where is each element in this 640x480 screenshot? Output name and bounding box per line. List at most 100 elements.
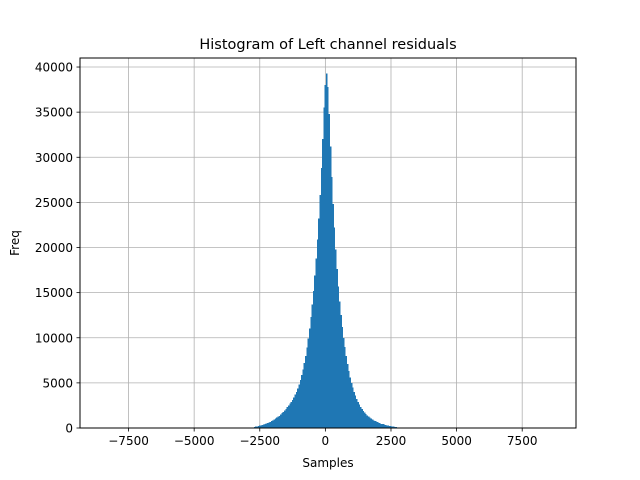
chart-title: Histogram of Left channel residuals xyxy=(199,37,456,53)
histogram-bar xyxy=(308,328,311,428)
histogram-bar xyxy=(335,249,337,428)
histogram-bar xyxy=(299,380,302,428)
histogram-bar xyxy=(385,424,387,428)
histogram-bar xyxy=(318,218,320,428)
histogram-bar xyxy=(289,403,291,428)
histogram-bar xyxy=(261,424,264,428)
histogram-bar xyxy=(276,417,278,428)
histogram-bar xyxy=(373,420,375,428)
histogram-bar xyxy=(293,397,295,428)
histogram-bar xyxy=(343,337,345,428)
histogram-bar xyxy=(361,409,363,428)
histogram-bar xyxy=(350,382,353,428)
histogram-bar xyxy=(298,384,300,428)
histogram-bar xyxy=(322,139,324,428)
x-tick-label: 0 xyxy=(322,434,330,448)
histogram-bar xyxy=(329,146,332,428)
histogram-bar xyxy=(273,419,275,428)
histogram-bar xyxy=(290,401,292,428)
histogram-bar xyxy=(349,377,351,428)
histogram-bar xyxy=(371,419,374,428)
histogram-bar xyxy=(263,424,265,428)
histogram-bar xyxy=(264,423,266,428)
histogram-bar xyxy=(389,425,391,428)
plot-frame xyxy=(79,57,577,429)
histogram-bar xyxy=(383,424,386,428)
histogram-bar xyxy=(256,426,258,428)
histogram-bar xyxy=(259,425,261,428)
histogram-bar xyxy=(265,423,267,428)
histogram-bar xyxy=(260,425,262,428)
histogram-bar xyxy=(270,421,273,428)
x-tick-label: −2500 xyxy=(239,434,280,448)
histogram-bar xyxy=(340,315,342,428)
histogram-bar xyxy=(364,412,366,428)
y-tick-label: 20000 xyxy=(35,241,73,255)
histogram-bar xyxy=(379,423,382,428)
histogram-bar xyxy=(277,416,279,428)
x-axis-ticks: −7500 −5000 −2500 0 2500 5000 7500 xyxy=(108,428,537,448)
x-axis-label: Samples xyxy=(302,456,353,470)
histogram-bar xyxy=(323,107,325,428)
histogram-bar xyxy=(272,420,274,428)
histogram-bar xyxy=(286,407,288,428)
x-tick-label: −7500 xyxy=(108,434,149,448)
histogram-bar xyxy=(370,418,372,428)
histogram-bar xyxy=(319,195,321,428)
histogram-bar xyxy=(347,363,349,428)
histogram-bars xyxy=(253,73,399,428)
histogram-bar xyxy=(312,290,315,428)
y-tick-label: 35000 xyxy=(35,106,73,120)
histogram-bar xyxy=(285,409,287,428)
histogram-bar xyxy=(316,239,319,428)
histogram-bar xyxy=(348,371,350,428)
histogram-bar xyxy=(295,391,298,428)
x-tick-label: 7500 xyxy=(507,434,538,448)
histogram-bar xyxy=(287,405,290,428)
histogram-bar xyxy=(281,413,283,428)
histogram-bar xyxy=(365,414,367,428)
histogram-bar xyxy=(310,317,312,428)
histogram-bar xyxy=(366,415,369,428)
histogram-bar xyxy=(358,404,361,428)
histogram-bar xyxy=(291,400,294,428)
histogram-bar xyxy=(377,422,379,428)
histogram-bar xyxy=(332,204,334,428)
histogram-bar xyxy=(344,346,346,428)
histogram-bar xyxy=(315,258,317,428)
histogram-bar xyxy=(297,388,299,428)
histogram-bar xyxy=(311,304,313,428)
histogram-bar xyxy=(324,85,327,428)
histogram-bar xyxy=(392,426,395,428)
y-tick-label: 40000 xyxy=(35,61,73,75)
histogram-bar xyxy=(282,411,285,428)
y-tick-label: 5000 xyxy=(42,376,73,390)
histogram-bar xyxy=(339,301,341,428)
histogram-bar xyxy=(327,86,329,428)
histogram-bar xyxy=(314,275,316,428)
histogram-bar xyxy=(375,421,378,428)
histogram-bar xyxy=(301,374,303,428)
histogram-bar xyxy=(268,422,270,428)
histogram-bar xyxy=(274,418,277,428)
x-tick-label: 5000 xyxy=(441,434,472,448)
histogram-bar xyxy=(307,338,309,428)
histogram-bar xyxy=(381,423,383,428)
histogram-bar xyxy=(284,410,286,428)
histogram-bar xyxy=(368,416,370,428)
histogram-bar xyxy=(356,399,358,428)
histogram-bar xyxy=(302,369,304,428)
histogram-bar xyxy=(255,426,257,428)
histogram-bar xyxy=(320,168,323,428)
histogram-bar xyxy=(354,395,357,428)
histogram-bar xyxy=(345,355,348,428)
histogram-bar xyxy=(266,422,269,428)
y-tick-label: 25000 xyxy=(35,196,73,210)
histogram-bar xyxy=(306,347,308,428)
histogram-bar xyxy=(269,421,271,428)
histogram-bar xyxy=(390,426,392,428)
y-axis-label: Freq xyxy=(8,230,22,256)
histogram-bar xyxy=(305,355,307,428)
histogram-bar xyxy=(352,387,354,428)
